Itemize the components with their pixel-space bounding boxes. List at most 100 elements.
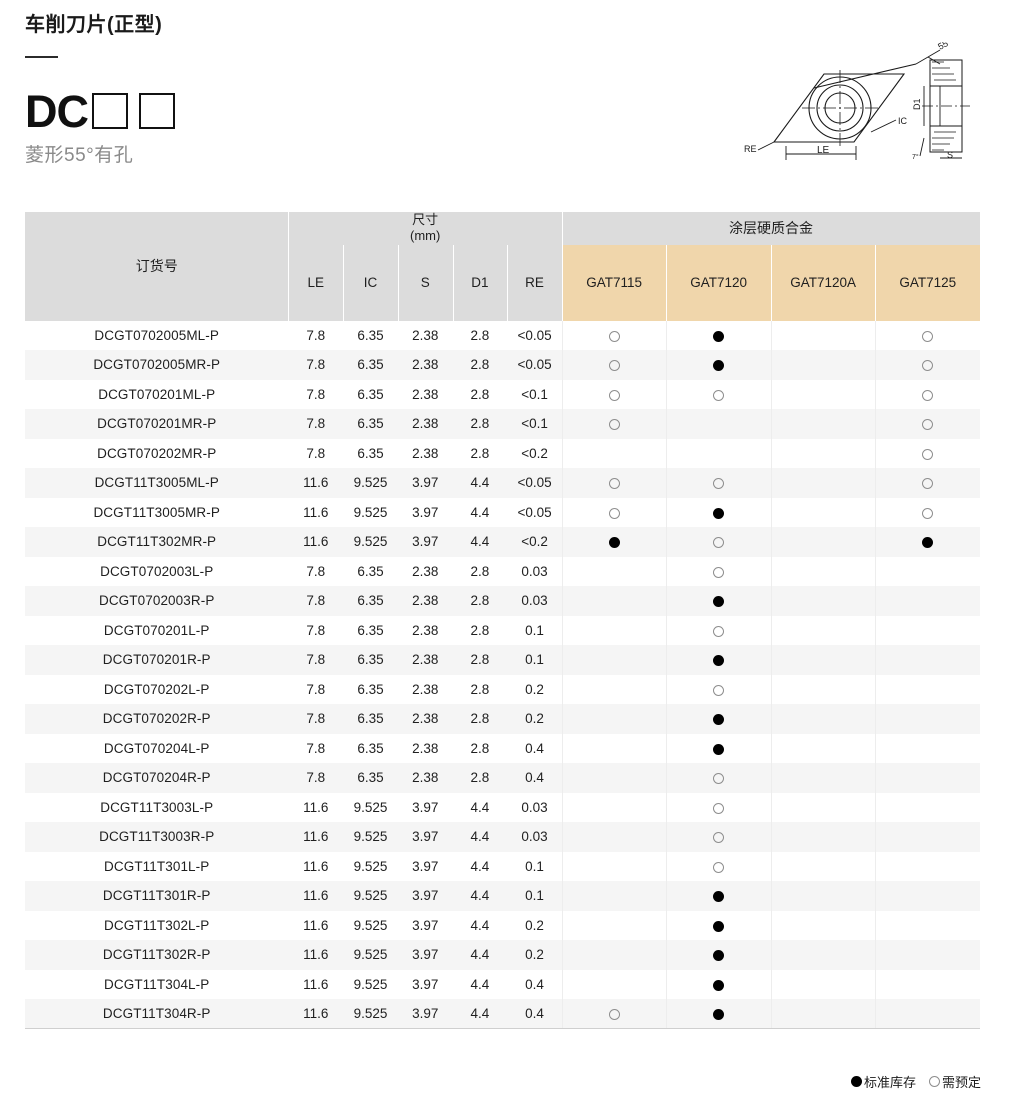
cell-le: 7.8 <box>306 593 326 609</box>
cell-availability-gat7120a <box>771 380 876 410</box>
cell-availability-gat7120 <box>666 911 770 941</box>
cell-availability-gat7120a <box>771 557 876 587</box>
cell-availability-gat7125 <box>875 527 980 557</box>
table-row: DCGT11T301R-P 11.6 9.525 3.97 4.4 0.1 <box>25 881 980 911</box>
cell-availability-gat7125 <box>875 468 980 498</box>
filled-circle-icon <box>713 330 725 342</box>
cell-s: 2.38 <box>412 711 439 727</box>
cell-order-no: DCGT0702005MR-P <box>93 357 221 373</box>
drawing-label-ic: IC <box>898 116 908 126</box>
cell-d1: 4.4 <box>470 888 490 904</box>
cell-s: 2.38 <box>412 386 439 402</box>
legend-item-in-stock: 标准库存 <box>850 1072 916 1091</box>
cell-availability-gat7115 <box>562 586 666 616</box>
cell-re: <0.05 <box>517 357 552 373</box>
cell-ic: 6.35 <box>357 563 384 579</box>
cell-availability-gat7120a <box>771 616 876 646</box>
cell-s: 3.97 <box>412 888 439 904</box>
cell-availability-gat7120a <box>771 350 876 380</box>
cell-re: 0.2 <box>525 711 544 727</box>
cell-ic: 9.525 <box>353 917 388 933</box>
filled-circle-icon <box>713 891 725 903</box>
cell-order-no: DCGT11T3003R-P <box>99 829 215 845</box>
cell-availability-gat7125 <box>875 557 980 587</box>
cell-le: 11.6 <box>288 999 344 1029</box>
cell-d1: 4.4 <box>470 799 490 815</box>
cell-ic: 9.525 <box>353 858 388 874</box>
filled-circle-icon <box>713 743 725 755</box>
cell-availability-gat7125 <box>875 675 980 705</box>
cell-availability-gat7125 <box>875 911 980 941</box>
cell-availability-gat7120a <box>771 852 876 882</box>
open-circle-icon <box>608 330 620 342</box>
column-header-gat7125: GAT7125 <box>875 244 980 321</box>
filled-circle-icon <box>922 537 934 549</box>
cell-d1: 4.4 <box>470 917 490 933</box>
cell-order-no: DCGT11T3003L-P <box>100 799 214 815</box>
cell-ic: 6.35 <box>357 711 384 727</box>
cell-re: 0.2 <box>525 917 544 933</box>
cell-availability-gat7120a <box>771 704 876 734</box>
cell-re: 0.2 <box>525 681 544 697</box>
cell-s: 2.38 <box>412 357 439 373</box>
legend-item-made-to-order: 需预定 <box>928 1072 981 1091</box>
open-circle-icon <box>922 389 934 401</box>
column-header-gat7120: GAT7120 <box>666 244 771 321</box>
cell-d1: 4.4 <box>470 858 490 874</box>
open-circle-icon <box>608 389 620 401</box>
cell-d1: 2.8 <box>470 445 490 461</box>
cell-availability-gat7120 <box>666 970 770 1000</box>
cell-s: 3.97 <box>412 829 439 845</box>
column-group-header-dimensions: 尺寸 (mm) <box>288 212 562 245</box>
cell-d1: 2.8 <box>470 416 490 432</box>
dimensions-unit: (mm) <box>410 228 441 244</box>
cell-le: 7.8 <box>306 711 326 727</box>
cell-s: 2.38 <box>412 681 439 697</box>
cell-availability-gat7115 <box>562 350 666 380</box>
column-group-header-coating: 涂层硬质合金 <box>561 212 980 245</box>
cell-le: 7.8 <box>306 445 326 461</box>
filled-circle-icon <box>713 507 725 519</box>
cell-re: 0.03 <box>521 799 548 815</box>
cell-re: 0.1 <box>525 622 544 638</box>
cell-availability-gat7115 <box>562 970 666 1000</box>
open-circle-icon <box>713 478 725 490</box>
table-row: DCGT070201L-P 7.8 6.35 2.38 2.8 0.1 <box>25 615 980 646</box>
cell-availability-gat7120a <box>771 468 876 498</box>
cell-ic: 9.525 <box>343 999 398 1029</box>
cell-availability-gat7125 <box>875 999 980 1029</box>
cell-availability-gat7115 <box>562 822 666 852</box>
table-row: DCGT070201ML-P 7.8 6.35 2.38 2.8 <0.1 <box>25 379 980 410</box>
cell-availability-gat7115 <box>562 527 666 557</box>
cell-availability-gat7125 <box>875 881 980 911</box>
cell-le: 7.8 <box>306 681 326 697</box>
cell-order-no: DCGT11T301R-P <box>102 888 211 904</box>
cell-order-no: DCGT070201R-P <box>102 652 211 668</box>
cell-availability-gat7120a <box>771 793 876 823</box>
cell-availability-gat7120a <box>771 645 876 675</box>
code-placeholder-box-2 <box>139 93 175 129</box>
cell-availability-gat7125 <box>875 616 980 646</box>
table-row: DCGT0702005ML-P 7.8 6.35 2.38 2.8 <0.05 <box>25 320 980 350</box>
filled-circle-icon <box>608 537 620 549</box>
cell-s: 2.38 <box>412 563 439 579</box>
table-row: DCGT070201R-P 7.8 6.35 2.38 2.8 0.1 <box>25 645 980 675</box>
cell-ic: 6.35 <box>357 770 384 786</box>
cell-re: 0.1 <box>525 652 544 668</box>
cell-availability-gat7120 <box>666 763 770 793</box>
cell-availability-gat7125 <box>875 852 980 882</box>
cell-le: 11.6 <box>303 475 329 491</box>
cell-order-no: DCGT11T302MR-P <box>97 534 217 550</box>
cell-order-no: DCGT0702003L-P <box>100 563 214 579</box>
cell-le: 11.6 <box>303 504 329 520</box>
filled-circle-icon <box>713 596 725 608</box>
cell-order-no: DCGT070201L-P <box>103 622 210 638</box>
table-row: DCGT11T302MR-P 11.6 9.525 3.97 4.4 <0.2 <box>25 527 980 557</box>
cell-le: 11.6 <box>303 858 329 874</box>
filled-circle-icon <box>713 950 725 962</box>
cell-availability-gat7125 <box>875 350 980 380</box>
cell-availability-gat7115 <box>562 940 666 970</box>
cell-order-no: DCGT11T301L-P <box>104 858 210 874</box>
cell-le: 11.6 <box>303 947 329 963</box>
cell-availability-gat7120 <box>666 675 770 705</box>
